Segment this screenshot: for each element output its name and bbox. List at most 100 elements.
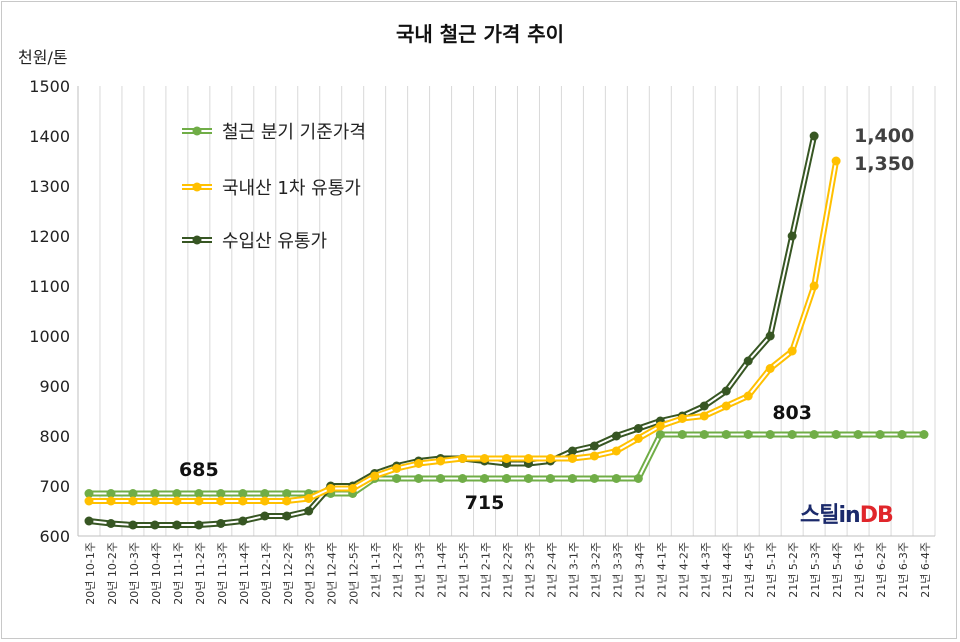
- data-point: [655, 421, 665, 431]
- x-tick-label: 20년 10-1주: [84, 542, 97, 605]
- data-point: [633, 424, 643, 433]
- x-tick-label: 21년 3-1주: [567, 542, 580, 598]
- data-label: 715: [465, 492, 505, 514]
- y-tick-label: 1500: [29, 77, 70, 96]
- data-point: [304, 506, 314, 516]
- x-tick-label: 21년 2-1주: [480, 542, 493, 598]
- x-tick-label: 21년 3-4주: [633, 542, 646, 598]
- x-tick-label: 21년 3-2주: [589, 542, 602, 598]
- x-tick-label: 21년 2-4주: [545, 542, 558, 598]
- data-point: [282, 496, 292, 506]
- x-tick-label: 20년 12-5주: [348, 542, 361, 605]
- data-point: [128, 496, 138, 506]
- data-point: [238, 489, 248, 498]
- x-tick-label: 21년 6-2주: [875, 542, 888, 598]
- x-tick-label: 21년 3-3주: [611, 542, 624, 598]
- data-point: [611, 446, 621, 456]
- series-0: [84, 430, 929, 498]
- data-label: 685: [179, 459, 219, 481]
- annotations: 685 715 803 1,400 1,350: [179, 125, 914, 514]
- data-point: [414, 459, 424, 468]
- y-tick-label: 1400: [29, 127, 70, 146]
- data-point: [831, 430, 841, 439]
- data-point: [831, 156, 841, 166]
- series-1: [84, 156, 841, 506]
- x-tick-label: 21년 1-1주: [370, 542, 383, 598]
- data-point: [809, 281, 819, 291]
- data-point: [84, 489, 94, 498]
- x-tick-label: 21년 2-3주: [523, 542, 536, 598]
- brand-logo-part2: in: [838, 503, 860, 528]
- data-point: [523, 454, 533, 463]
- data-point: [392, 474, 402, 483]
- legend-label: 수입산 유통가: [222, 231, 327, 252]
- data-point: [370, 471, 380, 481]
- data-point: [545, 454, 555, 463]
- data-point: [304, 494, 314, 503]
- x-tick-label: 20년 11-4주: [238, 542, 251, 605]
- data-point: [326, 484, 336, 493]
- data-point: [260, 511, 270, 521]
- brand-logo: 스틸inDB: [800, 497, 894, 529]
- series-layer: [84, 131, 929, 530]
- x-tick-label: 20년 10-4주: [150, 542, 163, 605]
- data-point: [611, 474, 621, 483]
- data-point: [260, 489, 270, 498]
- legend-marker: [192, 126, 202, 136]
- data-point: [414, 474, 424, 483]
- y-tick-label: 600: [39, 527, 70, 546]
- data-point: [150, 520, 160, 530]
- data-point: [436, 474, 446, 483]
- data-point: [128, 489, 138, 498]
- data-point: [677, 430, 687, 439]
- data-point: [567, 474, 577, 483]
- data-point: [919, 430, 929, 439]
- brand-logo-part3: DB: [859, 503, 894, 528]
- data-point: [106, 496, 116, 506]
- data-point: [589, 441, 599, 451]
- data-point: [589, 451, 599, 461]
- data-point: [787, 231, 797, 241]
- data-point: [809, 131, 819, 141]
- data-point: [567, 446, 577, 456]
- x-tick-label: 21년 4-5주: [743, 542, 756, 598]
- data-point: [765, 331, 775, 341]
- series-line-inner: [88, 160, 838, 502]
- x-tick-label: 20년 10-2주: [106, 542, 119, 605]
- data-point: [743, 391, 753, 401]
- data-point: [260, 496, 270, 506]
- data-point: [502, 454, 511, 463]
- data-point: [106, 519, 116, 528]
- data-point: [699, 430, 709, 439]
- x-tick-label: 21년 5-1주: [765, 542, 778, 598]
- data-point: [765, 430, 775, 439]
- x-tick-label: 21년 2-2주: [502, 542, 515, 598]
- y-tick-label: 800: [39, 427, 70, 446]
- data-point: [699, 401, 709, 411]
- data-point: [216, 489, 226, 498]
- data-point: [84, 496, 94, 506]
- data-point: [194, 496, 204, 506]
- x-tick-label: 20년 11-1주: [172, 542, 185, 605]
- data-point: [589, 474, 599, 483]
- data-point: [633, 474, 643, 483]
- x-tick-label: 20년 12-3주: [304, 542, 317, 605]
- data-point: [699, 411, 709, 421]
- data-point: [787, 346, 797, 356]
- x-tick-label: 21년 5-4주: [831, 542, 844, 598]
- x-tick-label: 21년 1-2주: [392, 542, 405, 598]
- data-point: [150, 496, 160, 506]
- data-label: 803: [772, 402, 812, 424]
- x-tick-label: 20년 12-1주: [260, 542, 273, 605]
- legend-marker: [192, 235, 202, 245]
- data-point: [743, 356, 753, 366]
- y-tick-label: 700: [39, 477, 70, 496]
- x-tick-label: 21년 4-4주: [721, 542, 734, 598]
- x-tick-label: 20년 12-2주: [282, 542, 295, 605]
- x-tick-label: 21년 6-1주: [853, 542, 866, 598]
- x-tick-label: 21년 5-2주: [787, 542, 800, 598]
- legend-marker: [192, 182, 202, 192]
- data-point: [502, 474, 511, 483]
- y-tick-label: 1200: [29, 227, 70, 246]
